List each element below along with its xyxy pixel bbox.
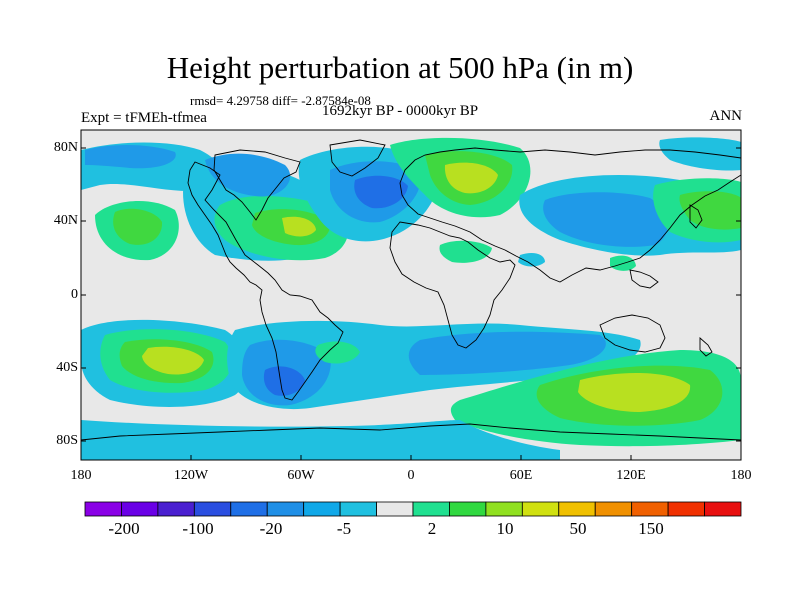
colorbar-label: 2 [427,519,437,538]
lon-label-60w: 60W [287,468,315,483]
colorbar-swatch [521,501,560,517]
colorbar-label: 10 [496,519,514,538]
colorbar-swatch [594,501,633,517]
indonesia-coastline [629,269,659,289]
lat-label-40s: 40S [56,360,78,375]
americas-coastline [187,161,344,401]
contour-field [263,366,305,396]
colorbar [84,501,742,517]
colorbar-swatch [412,501,450,517]
colorbar-swatch [303,501,341,517]
colorbar-label: 50 [569,519,587,538]
contour-field [85,144,176,169]
colorbar-swatch [84,501,122,517]
lon-label-180w: 180 [70,468,92,483]
contour-field [282,216,316,237]
contour-field [439,240,492,263]
contour-field [543,192,668,247]
contour-field [113,208,163,245]
lon-label-120e: 120E [616,468,646,483]
colorbar-swatch [485,501,523,517]
contour-field [444,162,498,194]
lon-label-180e: 180 [730,468,752,483]
colorbar-swatch [558,501,596,517]
lon-label-60e: 60E [509,468,533,483]
colorbar-label: -5 [336,519,352,538]
lat-label-40n: 40N [53,213,78,228]
map-plot-area [81,130,741,460]
colorbar-swatch [631,501,669,517]
lon-label-0: 0 [407,468,415,483]
colorbar-swatch [121,501,159,517]
lat-label-80s: 80S [56,433,78,448]
contour-field [315,341,360,364]
season-label: ANN [709,108,743,124]
greenland-coastline [329,139,386,177]
new-zealand-coastline [699,337,713,357]
colorbar-swatch [704,501,742,517]
time-period-label: 1692kyr BP - 0000kyr BP [321,103,479,119]
colorbar-swatch [339,501,377,517]
contour-field [679,191,741,230]
rmsd-stats: rmsd= 4.29758 diff= -2.87584e-08 [190,93,371,108]
colorbar-swatch [193,501,232,517]
eurasia-coastline [399,147,741,283]
coastlines [81,139,741,441]
colorbar-swatch [667,501,705,517]
contour-field [354,175,408,209]
contour-field [408,331,606,375]
axis-ticks [80,147,742,460]
contour-field [81,420,560,460]
japan-coastline [689,204,703,229]
contour-field [205,153,291,197]
lon-label-120w: 120W [173,468,209,483]
contour-field [518,252,545,267]
experiment-label: Expt = tFMEh-tfmea [81,110,207,126]
colorbar-swatch [266,501,305,517]
figure-title: Height perturbation at 500 hPa (in m) [166,50,634,85]
contour-field [578,373,691,412]
colorbar-swatch [449,501,487,517]
lat-label-0: 0 [71,287,78,302]
africa-coastline [389,221,516,349]
colorbar-label: -20 [259,519,283,538]
australia-coastline [599,314,666,353]
colorbar-label: -200 [108,519,140,538]
contour-field [659,137,741,171]
colorbar-swatch [230,501,268,517]
lat-label-80n: 80N [53,140,78,155]
colorbar-swatch [157,501,195,517]
canada-coastline [213,149,301,221]
colorbar-label: -100 [182,519,214,538]
antarctica-coastline [81,423,741,441]
colorbar-label: 150 [638,519,664,538]
colorbar-swatch [376,501,414,517]
contour-fields [81,137,741,460]
contour-field [142,346,204,375]
